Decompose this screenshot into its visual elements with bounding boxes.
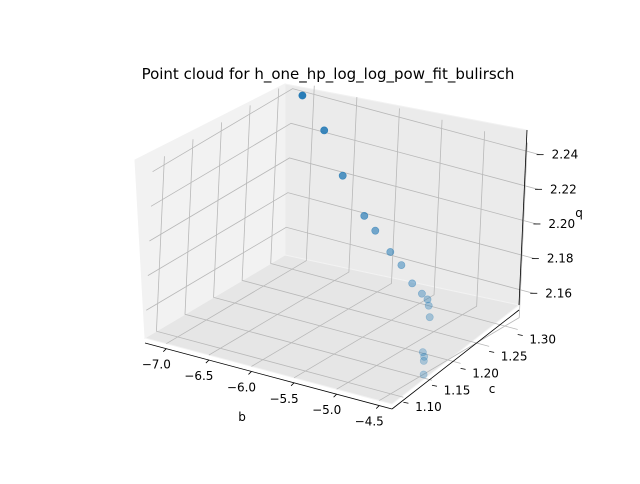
x-tick-label: −5.0 [312,403,341,417]
x-gridline [166,85,315,345]
chart-title: Point cloud for h_one_hp_log_log_pow_fit… [142,65,515,84]
y-tick-label: 1.10 [415,400,442,414]
x-tick-label: −4.5 [355,415,384,429]
y-gridline [270,88,518,330]
z-axis-label: q [575,206,583,220]
data-point [417,289,426,298]
data-point [418,348,427,357]
y-gridline [184,139,433,381]
y-tick-mark [403,401,409,404]
x-tick-mark [248,371,252,375]
z-gridline [152,88,540,173]
data-point [298,91,307,100]
x-axis-label: b [238,410,246,424]
axis-ticks: −7.0 −6.5 −6.0 −5.5 −5.0 −4.5 1.101.151.201.25… [142,148,579,429]
data-point [423,295,432,304]
y-tick-mark [431,384,438,387]
y-tick-label: 1.30 [529,332,556,346]
y-gridline [213,122,461,364]
y-tick-label: 1.20 [472,366,499,380]
data-point [425,313,434,322]
x-tick-mark [333,393,337,398]
data-point [338,171,347,180]
grid-lines [146,85,540,401]
x-tick-label: −7.0 [142,358,171,372]
z-tick-label: 2.16 [545,286,572,300]
x-gridline [293,119,443,379]
data-point [419,370,428,379]
x-tick-mark [163,348,167,352]
x-tick-label: −5.5 [269,392,298,406]
x-axis-line [144,342,393,410]
z-gridline [146,226,534,311]
data-point [320,126,329,135]
z-tick-label: 2.18 [547,252,574,266]
x-gridline [208,97,358,356]
x-gridline [379,142,528,401]
data-point [360,211,369,220]
y-axis-label: c [489,382,496,396]
z-gridline [149,157,537,242]
x-tick-mark [375,405,380,409]
data-points [298,91,434,379]
y-tick-label: 1.25 [501,349,528,363]
z-gridline [147,192,535,276]
y-tick-mark [517,334,523,336]
data-point [420,352,429,361]
y-gridline [241,105,490,347]
y-axis-line [391,309,520,410]
data-point [371,226,380,235]
y-tick-mark [460,367,466,370]
data-point [419,356,428,365]
y-gridline [156,156,404,398]
data-point [424,301,433,310]
x-tick-label: −6.0 [227,380,256,394]
x-gridline [336,131,486,390]
y-tick-label: 1.15 [444,383,471,397]
z-tick-label: 2.22 [550,182,577,196]
data-point [408,279,417,288]
x-tick-label: −6.5 [184,369,213,383]
data-point [397,261,406,269]
z-gridline [150,122,539,207]
x-tick-mark [205,359,210,364]
data-point [386,248,395,256]
z-tick-label: 2.24 [552,148,579,162]
x-tick-mark [290,382,295,387]
z-axis-line [518,129,528,306]
x-gridline [251,108,400,367]
y-tick-mark [489,351,495,353]
z-tick-label: 2.20 [548,217,575,231]
